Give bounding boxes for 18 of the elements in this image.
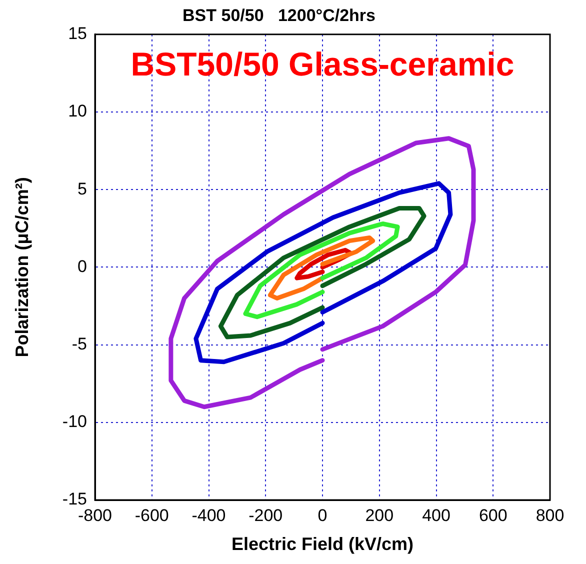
y-tick-label: 10 [68,102,87,121]
annotation: BST50/50 Glass-ceramic [130,45,514,82]
x-tick-label: 800 [536,506,564,525]
x-tick-label: -400 [192,506,226,525]
y-tick-label: -5 [72,334,87,354]
x-tick-label: 600 [478,506,508,525]
y-tick-label: -10 [62,412,87,432]
x-axis-title: Electric Field (kV/cm) [231,534,414,554]
chart-title: BST 50/50 1200°C/2hrs [182,6,376,25]
x-tick-label: -600 [134,506,169,525]
x-tick-label: -200 [248,506,283,525]
y-tick-label: 0 [78,256,87,276]
x-tick-label: 200 [365,506,394,525]
y-tick-label: 5 [78,179,87,198]
x-tick-label: 0 [318,506,328,525]
y-tick-label: 15 [68,24,87,44]
y-axis-title: Polarization (μC/cm²) [12,177,32,358]
x-tick-label: 400 [422,506,450,525]
